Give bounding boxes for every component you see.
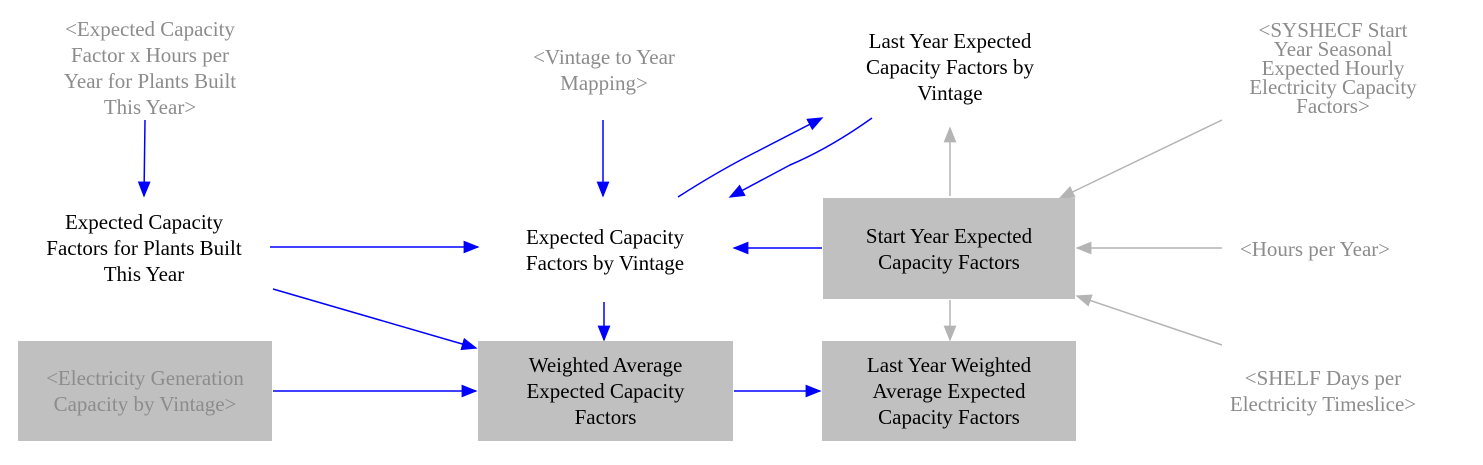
var-elec-gen-capacity-by-vintage[interactable]: <Electricity Generation Capacity by Vint…: [18, 341, 272, 441]
var-cf-new-plants[interactable]: Expected Capacity Factors for Plants Bui…: [46, 210, 242, 286]
link-syshecf-to-startyear: [1058, 119, 1223, 199]
link-cfhours-to-newplants: [137, 119, 151, 198]
link-vintage-to-lastyear: [677, 117, 824, 198]
var-last-year-cf-by-vintage[interactable]: Last Year Expected Capacity Factors by V…: [866, 29, 1034, 105]
var-syshecf-start-year[interactable]: <SYSHECF Start Year Seasonal Expected Ho…: [1249, 17, 1417, 118]
var-vintage-year-mapping[interactable]: <Vintage to Year Mapping>: [533, 45, 675, 95]
var-shelf-days[interactable]: <SHELF Days per Electricity Timeslice>: [1229, 366, 1417, 416]
var-last-year-weighted-avg-cf[interactable]: Last Year Weighted Average Expected Capa…: [822, 341, 1076, 441]
link-lastyear-to-vintage: [728, 117, 873, 198]
link-newplants-to-weighted: [272, 288, 478, 351]
var-cf-hours-new-plants[interactable]: <Expected Capacity Factor x Hours per Ye…: [63, 17, 237, 119]
link-shelf-to-startyear: [1075, 294, 1223, 346]
var-cf-by-vintage[interactable]: Expected Capacity Factors by Vintage: [525, 225, 685, 275]
var-hours-per-year[interactable]: <Hours per Year>: [1239, 237, 1391, 261]
var-weighted-avg-cf[interactable]: Weighted Average Expected Capacity Facto…: [478, 341, 733, 441]
var-start-year-cf[interactable]: Start Year Expected Capacity Factors: [823, 198, 1075, 299]
